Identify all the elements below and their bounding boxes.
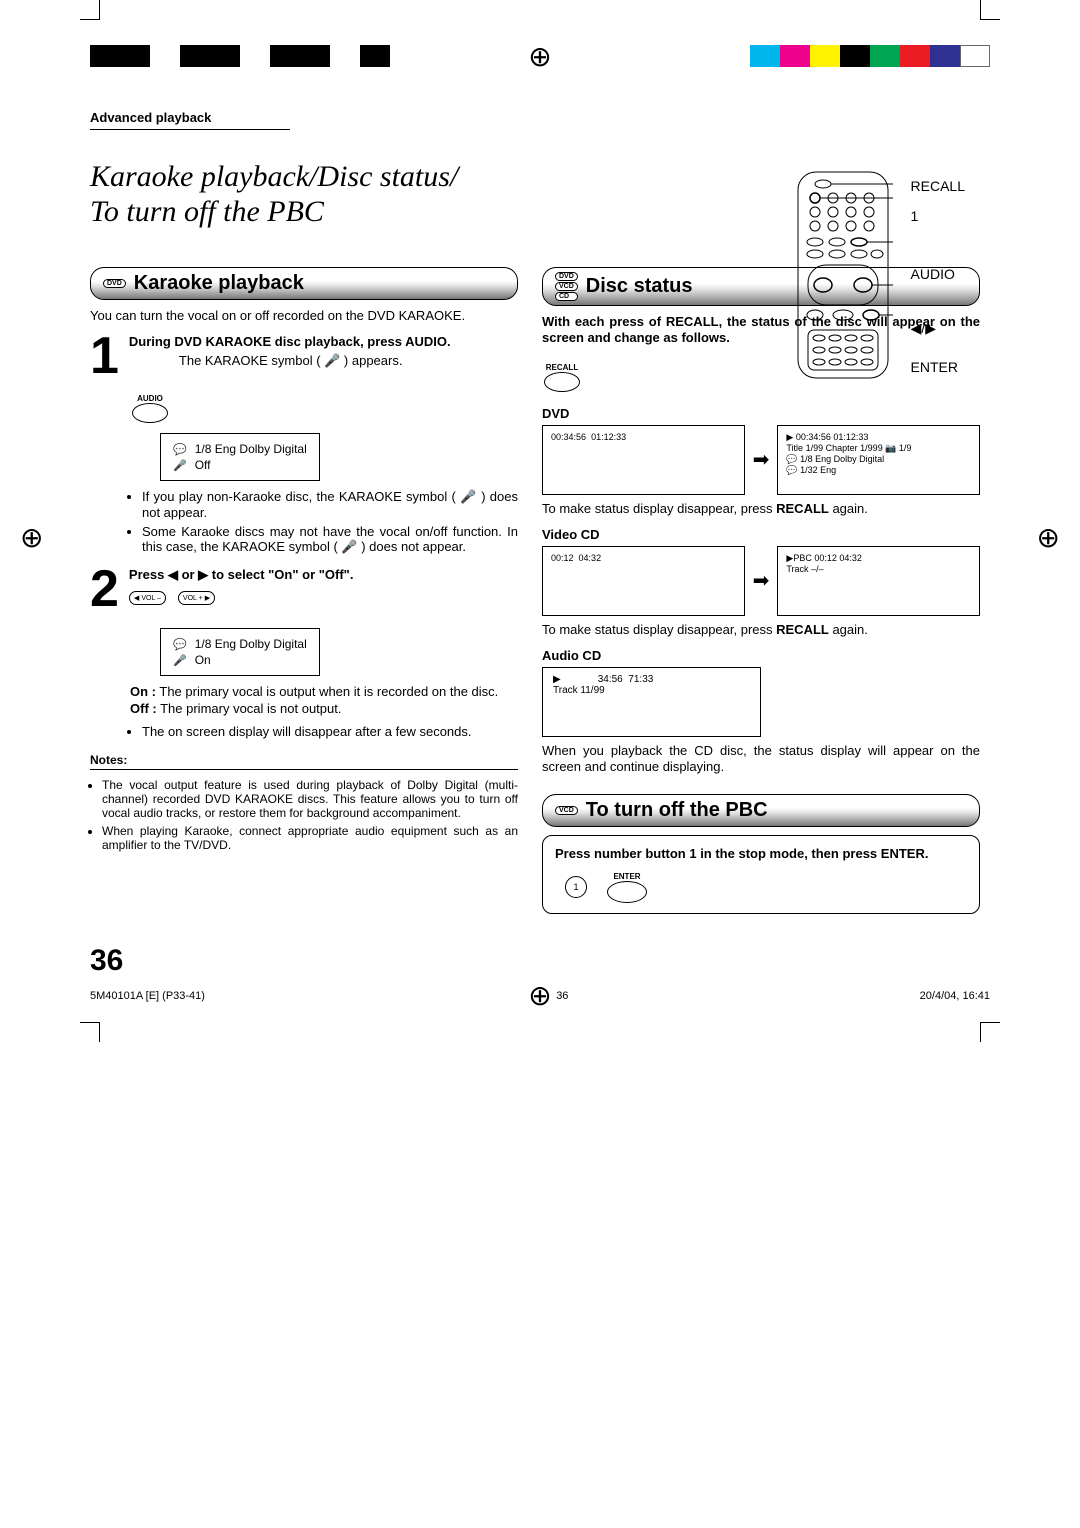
vcd-label: Video CD	[542, 527, 980, 542]
off-description: The primary vocal is not output.	[160, 701, 341, 716]
crop-mark-icon: ⊕	[20, 521, 43, 554]
step1-note: Some Karaoke discs may not have the voca…	[142, 524, 518, 555]
acd-status-display: ▶ 34:56 71:33 Track 11/99	[542, 667, 761, 737]
step1-lead: During DVD KARAOKE disc playback, press …	[129, 334, 518, 349]
enter-button-icon: ENTER	[607, 872, 647, 903]
step-number-1: 1	[90, 334, 119, 378]
osd-display-off: 1/8 Eng Dolby Digital Off	[160, 433, 320, 481]
dvd-label: DVD	[542, 406, 980, 421]
note-item: When playing Karaoke, connect appropriat…	[102, 824, 518, 852]
page-number: 36	[90, 944, 990, 978]
crop-mark-icon: ⊕	[1037, 521, 1060, 554]
color-calibration-bars	[90, 45, 390, 67]
osd-display-on: 1/8 Eng Dolby Digital On	[160, 628, 320, 676]
remote-label-enter: ENTER	[911, 359, 965, 375]
pbc-instruction: Press number button 1 in the stop mode, …	[555, 846, 967, 862]
crop-mark-icon: ⊕	[528, 979, 551, 1012]
vol-plus-icon: VOL + ▶	[178, 591, 215, 605]
recall-button-icon: RECALL	[544, 361, 580, 392]
acd-label: Audio CD	[542, 648, 980, 663]
notes-heading: Notes:	[90, 753, 518, 770]
remote-label-arrows: ◀/▶	[911, 320, 965, 337]
page-title: Karaoke playback/Disc status/To turn off…	[90, 160, 510, 229]
button-1-icon: 1	[565, 876, 587, 898]
step2-lead: Press ◀ or ▶ to select "On" or "Off".	[129, 567, 518, 583]
step2-note: The on screen display will disappear aft…	[142, 724, 518, 739]
step1-sub: The KARAOKE symbol ( 🎤 ) appears.	[179, 353, 518, 369]
color-calibration-bars	[750, 45, 990, 67]
crop-mark-icon: ⊕	[528, 40, 551, 73]
on-description: The primary vocal is output when it is r…	[159, 684, 498, 699]
arrow-right-icon: ➡	[753, 568, 770, 593]
section-label: Advanced playback	[90, 110, 290, 130]
pbc-heading: VCD To turn off the PBC	[542, 794, 980, 827]
dvd-after-text: To make status display disappear, press …	[542, 501, 980, 517]
remote-label-audio: AUDIO	[911, 266, 965, 282]
audio-button-icon: AUDIO	[132, 392, 168, 423]
dvd-status-display: 00:34:56 01:12:33 ➡ ▶ 00:34:56 01:12:33 …	[542, 425, 980, 495]
remote-label-1: 1	[911, 208, 965, 224]
vcd-after-text: To make status display disappear, press …	[542, 622, 980, 638]
acd-after-text: When you playback the CD disc, the statu…	[542, 743, 980, 776]
step-number-2: 2	[90, 567, 119, 611]
step1-note: If you play non-Karaoke disc, the KARAOK…	[142, 489, 518, 520]
karaoke-intro: You can turn the vocal on or off recorde…	[90, 308, 518, 324]
vcd-status-display: 00:12 04:32 ➡ ▶PBC 00:12 04:32 Track –/–	[542, 546, 980, 616]
remote-diagram: RECALL 1 AUDIO ◀/▶ ENTER	[793, 170, 965, 380]
karaoke-heading: DVD Karaoke playback	[90, 267, 518, 300]
remote-label-recall: RECALL	[911, 178, 965, 194]
note-item: The vocal output feature is used during …	[102, 778, 518, 820]
arrow-right-icon: ➡	[753, 447, 770, 472]
vol-minus-icon: ◀ VOL –	[129, 591, 166, 605]
